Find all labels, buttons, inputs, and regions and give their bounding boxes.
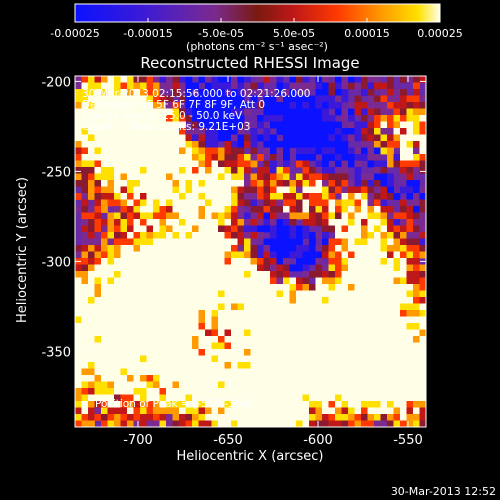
x-tick-label: -650 — [213, 433, 243, 448]
colorbar-tick-labels: -0.00025 -0.00015 -5.0e-05 5.0e-05 0.00015 0.… — [50, 27, 462, 40]
peak-position-label: Position of Peak = [-568,-364] — [95, 398, 252, 410]
info-line-detectors: Detectors: 3F 5F 6F 7F 8F 9F, Att 0 — [82, 99, 265, 111]
reconstructed-image — [75, 76, 426, 427]
info-line-time: 30-Mar-2013 02:15:56.000 to 02:21:26.000 — [82, 88, 310, 100]
y-tick-label: -200 — [41, 75, 71, 90]
colorbar-tick-label: -0.00015 — [123, 27, 172, 40]
info-line-clean: Clean Total counts: 9.21E+03 — [82, 121, 251, 133]
info-block: 30-Mar-2013 02:15:56.000 to 02:21:26.000… — [82, 88, 310, 133]
colorbar-tick-label: -0.00025 — [50, 27, 99, 40]
x-axis-ticks: -700 -650 -600 -550 — [123, 76, 423, 448]
x-tick-label: -600 — [303, 433, 333, 448]
x-axis-label: Heliocentric X (arcsec) — [177, 449, 324, 464]
y-tick-label: -250 — [41, 165, 71, 180]
info-line-energy: Energy Range: 25.0 - 50.0 keV — [82, 110, 243, 122]
footer-date: 30-Mar-2013 12:52 — [391, 485, 496, 498]
y-tick-label: -300 — [41, 255, 71, 270]
y-tick-label: -350 — [41, 345, 71, 360]
plot-title: Reconstructed RHESSI Image — [140, 54, 359, 72]
colorbar — [74, 3, 441, 23]
colorbar-unit-label: (photons cm⁻² s⁻¹ asec⁻²) — [186, 40, 328, 53]
colorbar-ticks — [74, 18, 441, 22]
colorbar-tick-label: 0.00015 — [344, 27, 390, 40]
colorbar-tick-label: 5.0e-05 — [273, 27, 315, 40]
plot-frame — [74, 75, 427, 428]
y-axis-label: Heliocentric Y (arcsec) — [15, 177, 30, 323]
colorbar-tick-label: 0.00025 — [417, 27, 463, 40]
x-tick-label: -550 — [393, 433, 423, 448]
y-axis-ticks: -200 -250 -300 -350 — [41, 75, 426, 360]
x-tick-label: -700 — [123, 433, 153, 448]
colorbar-tick-label: -5.0e-05 — [198, 27, 244, 40]
